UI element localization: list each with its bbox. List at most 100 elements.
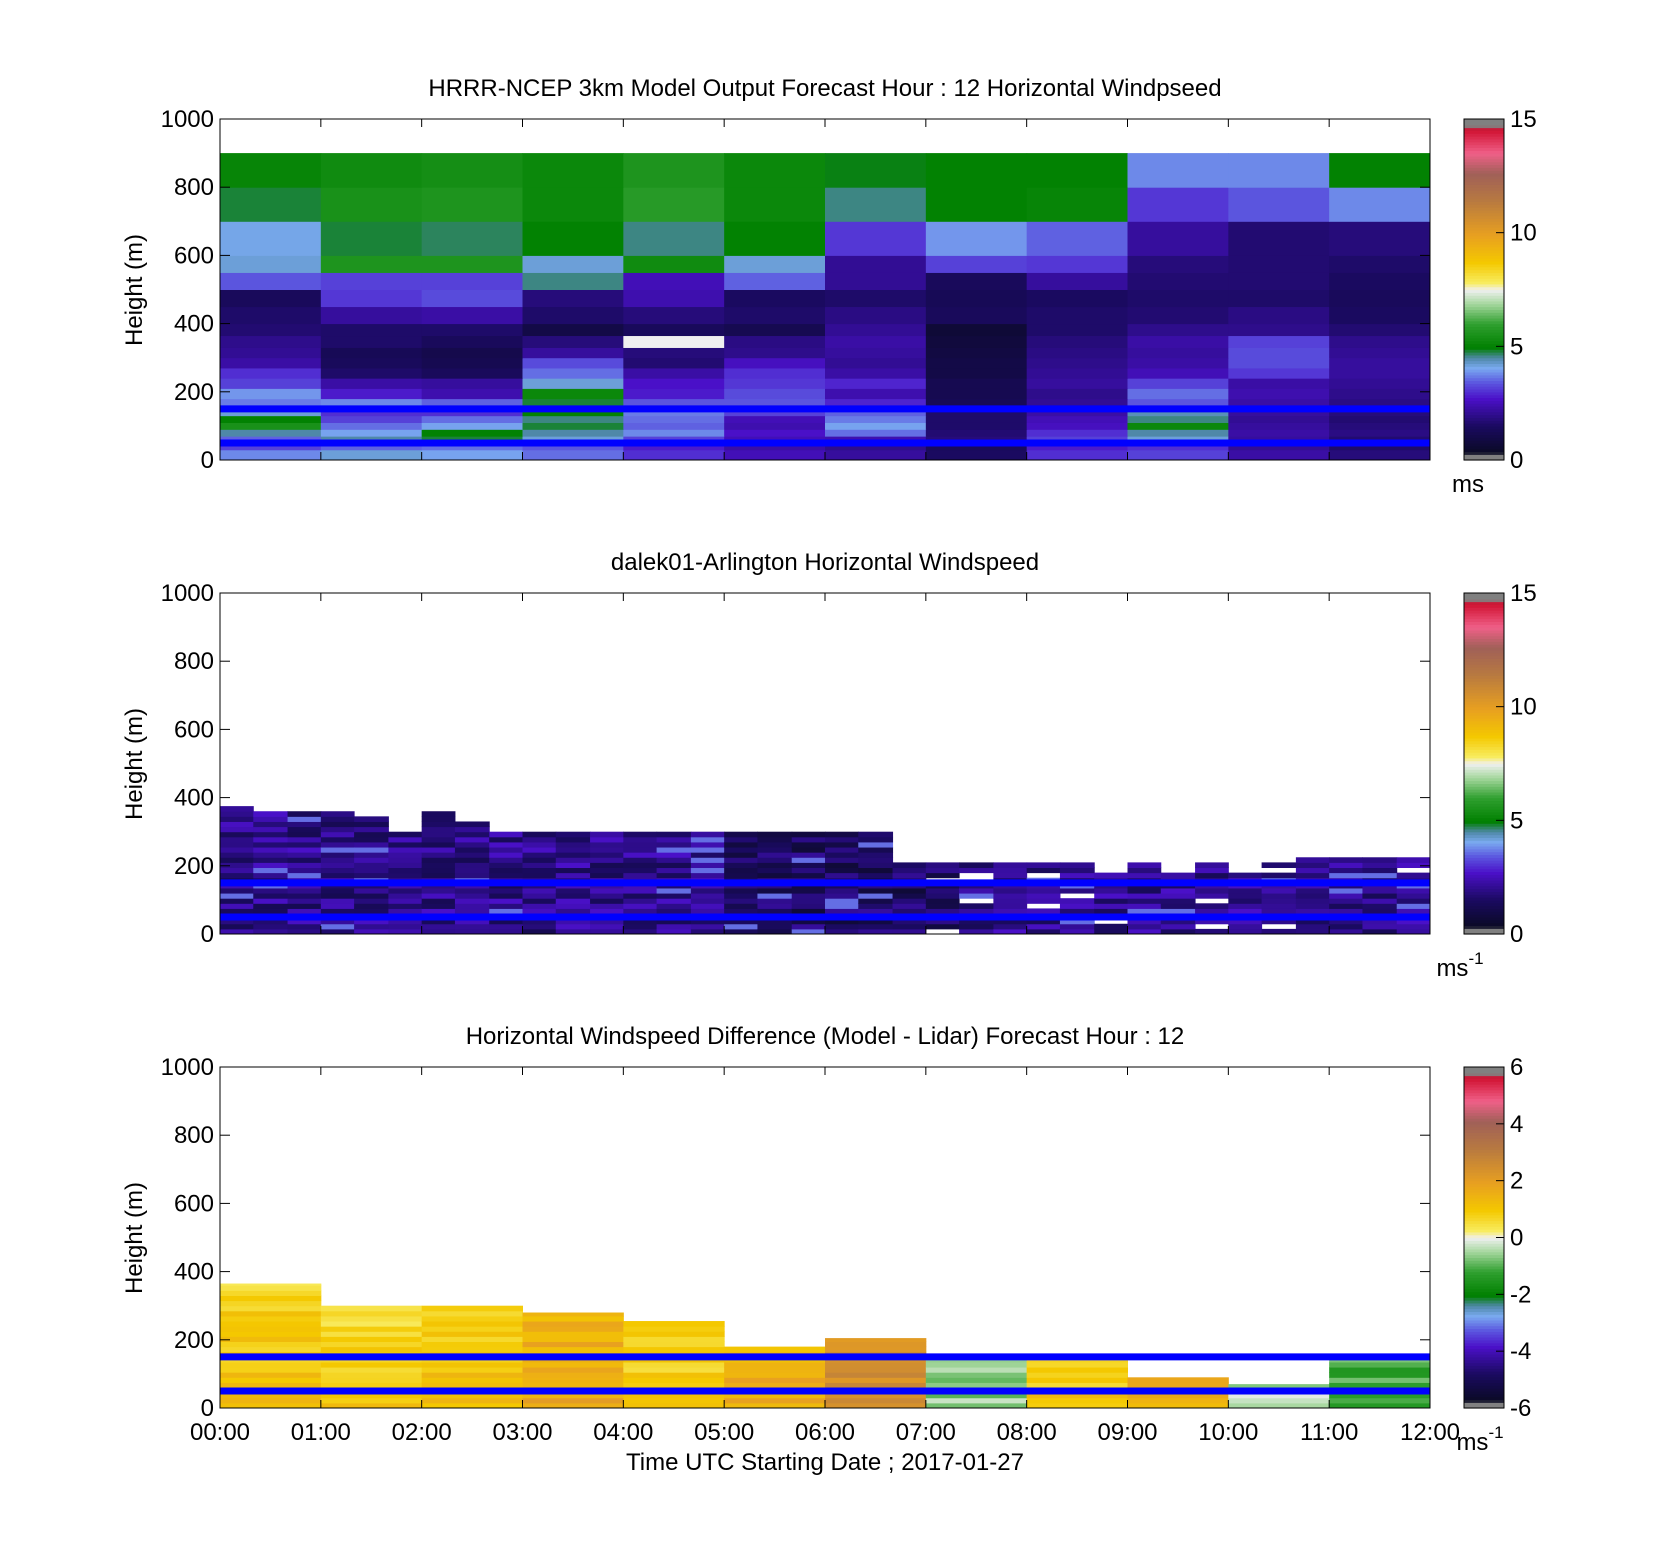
heatmap-cell — [1127, 449, 1229, 460]
heatmap-cell — [320, 1382, 423, 1389]
heatmap-cell — [690, 841, 725, 848]
colorbar-segment — [1464, 908, 1504, 912]
heatmap-cell — [925, 923, 960, 930]
heatmap-cell — [1261, 898, 1297, 904]
colorbar-segment — [1464, 278, 1504, 282]
heatmap-cell — [1295, 908, 1330, 915]
heatmap-cell — [1228, 357, 1330, 369]
heatmap-cell — [421, 887, 456, 894]
heatmap-cell — [1195, 887, 1229, 894]
colorbar-segment — [1464, 675, 1504, 679]
heatmap-cell — [1127, 887, 1162, 894]
heatmap-cell — [1329, 221, 1430, 256]
colorbar-segment — [1464, 897, 1504, 901]
heatmap-cell — [320, 255, 423, 273]
heatmap-cell — [454, 908, 490, 915]
heatmap-cell — [555, 847, 591, 853]
colorbar-segment — [1464, 769, 1504, 773]
colorbar-segment — [1464, 138, 1504, 143]
heatmap-cell — [925, 1397, 1028, 1404]
heatmap-cell — [421, 1397, 523, 1404]
heatmap-cell — [421, 357, 523, 369]
heatmap-cell — [656, 872, 692, 879]
heatmap-cell — [454, 887, 490, 894]
heatmap-cell — [1127, 357, 1229, 369]
colorbar-segment — [1464, 848, 1504, 853]
heatmap-cell — [959, 923, 994, 930]
heatmap-cell — [320, 1346, 423, 1353]
heatmap-cell — [253, 841, 289, 848]
colorbar-segment — [1464, 1174, 1504, 1179]
heatmap-cell — [489, 857, 523, 863]
heatmap-cell — [220, 442, 322, 451]
heatmap-cell — [220, 1315, 322, 1322]
heatmap-cell — [522, 1392, 624, 1399]
colorbar-segment — [1464, 686, 1504, 691]
heatmap-cell — [1295, 857, 1330, 863]
heatmap-cell — [724, 347, 826, 359]
colorbar-segment — [1464, 928, 1504, 932]
colorbar-segment — [1464, 181, 1504, 185]
heatmap-cell — [320, 867, 355, 874]
heatmap-cell — [388, 852, 423, 858]
heatmap-cell — [825, 872, 859, 879]
colorbar-segment — [1464, 902, 1504, 907]
heatmap-cell — [959, 893, 994, 899]
heatmap-cell — [925, 388, 1028, 400]
heatmap-cell — [522, 429, 624, 437]
colorbar-segment — [1464, 618, 1504, 623]
colorbar-segment — [1464, 340, 1504, 345]
colorbar-segment — [1464, 1143, 1504, 1148]
heatmap-cell — [1329, 153, 1430, 188]
heatmap-cell — [724, 867, 758, 874]
heatmap-cell — [925, 272, 1028, 290]
heatmap-cell — [1228, 918, 1263, 925]
colorbar-segment — [1464, 601, 1504, 605]
heatmap-cell — [623, 408, 725, 417]
heatmap-cell — [959, 908, 994, 915]
heatmap-cell — [522, 357, 624, 369]
heatmap-cell — [993, 893, 1028, 899]
heatmap-cell — [858, 908, 894, 915]
colorbar-segment — [1464, 266, 1504, 271]
colorbar-segment — [1464, 1373, 1504, 1378]
colorbar-segment — [1464, 263, 1504, 268]
colorbar-segment — [1464, 1365, 1504, 1369]
colorbar-segment — [1464, 655, 1504, 659]
heatmap-cell — [993, 862, 1028, 869]
colorbar-segment — [1464, 607, 1504, 611]
heatmap-cell — [1228, 378, 1330, 389]
heatmap-cell — [1094, 872, 1128, 879]
heatmap-cell — [555, 841, 591, 848]
heatmap-cell — [287, 908, 322, 915]
heatmap-cell — [959, 867, 994, 874]
heatmap-cell — [555, 887, 591, 894]
heatmap-cell — [1228, 153, 1330, 188]
heatmap-cell — [354, 898, 389, 904]
panel-diff-ylabel: Height (m) — [121, 1182, 148, 1294]
heatmap-cell — [287, 918, 322, 925]
colorbar-segment — [1464, 595, 1504, 600]
heatmap-cell — [1295, 928, 1330, 934]
heatmap-cell — [220, 388, 322, 400]
colorbar-segment — [1464, 1155, 1504, 1159]
heatmap-cell — [320, 187, 423, 222]
heatmap-cell — [1295, 872, 1330, 879]
heatmap-cell — [421, 816, 456, 822]
heatmap-cell — [1094, 887, 1128, 894]
heatmap-cell — [791, 903, 826, 909]
colorbar-segment — [1464, 1183, 1504, 1187]
colorbar-segment — [1464, 161, 1504, 166]
heatmap-cell — [287, 928, 322, 934]
heatmap-cell — [925, 442, 1028, 451]
colorbar-segment — [1464, 726, 1504, 730]
heatmap-cell — [421, 1392, 523, 1399]
heatmap-cell — [791, 872, 826, 879]
heatmap-cell — [757, 898, 793, 904]
heatmap-cell — [656, 908, 692, 915]
colorbar-segment — [1464, 1118, 1504, 1122]
heatmap-cell — [1228, 415, 1330, 423]
heatmap-cell — [1026, 306, 1128, 325]
colorbar-segment — [1464, 153, 1504, 157]
heatmap-cell — [656, 903, 692, 909]
